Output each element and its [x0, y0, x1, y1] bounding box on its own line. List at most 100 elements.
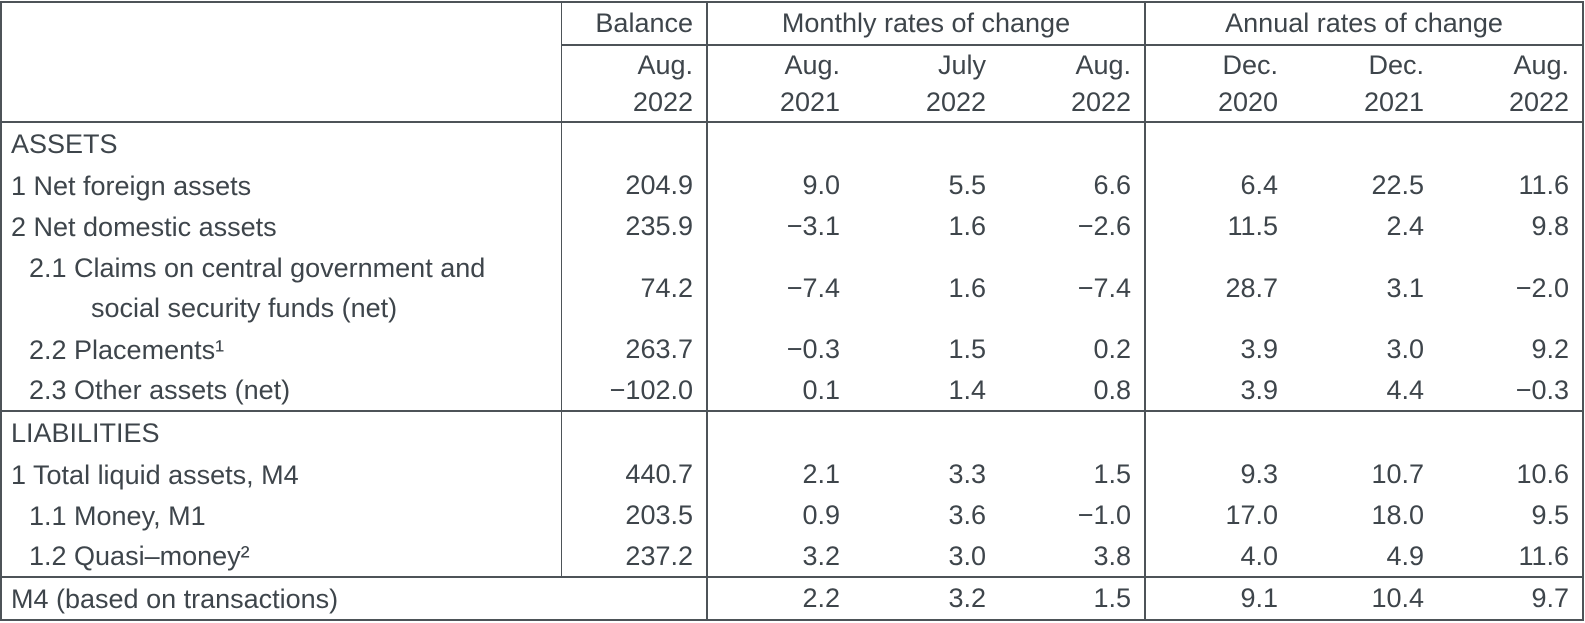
cell-value: 4.9: [1386, 540, 1425, 571]
table-row: 1.2 Quasi–money² 237.2 3.2 3.0 3.8 4.0 4.9 11.6: [1, 536, 1583, 577]
cell-value: 1.5: [999, 577, 1147, 620]
period-header-monthly-3: Aug. 2022: [999, 45, 1147, 122]
period-month: Dec.: [1368, 49, 1425, 80]
period-year: 2022: [1070, 86, 1132, 117]
period-header-monthly-2: July 2022: [853, 45, 999, 122]
period-year: 2020: [1217, 86, 1279, 117]
balance-group-header: Balance: [561, 2, 708, 46]
cell-value: 3.3: [948, 459, 986, 489]
cell-value: 235.9: [561, 206, 708, 247]
cell-value: 0.8: [999, 370, 1147, 411]
cell-value: [707, 411, 853, 454]
cell-value: [1145, 122, 1291, 165]
period-month: July: [937, 49, 986, 80]
period-month: Aug.: [637, 49, 693, 80]
cell-value: 10.7: [1371, 459, 1425, 489]
cell-value: 9.3: [1240, 459, 1279, 489]
cell-value: 263.7: [561, 329, 708, 370]
cell-value: 17.0: [1225, 500, 1279, 530]
period-month: Aug.: [1075, 49, 1132, 80]
period-header-annual-1: Dec. 2020: [1145, 45, 1291, 122]
period-header-monthly-1: Aug. 2021: [707, 45, 853, 122]
table-row: M4 (based on transactions) 2.2 3.2 1.5 9.1 10…: [1, 577, 1583, 620]
cell-value: 6.6: [999, 165, 1147, 206]
row-label: 2 Net domestic assets: [1, 206, 562, 247]
cell-value: 6.4: [1240, 170, 1279, 200]
cell-value: 1.6: [948, 211, 986, 241]
period-header-balance: Aug. 2022: [561, 45, 708, 122]
cell-value: −7.4: [786, 272, 840, 303]
period-header-annual-3: Aug. 2022: [1437, 45, 1583, 122]
cell-value: 1.5: [999, 454, 1147, 495]
cell-value: 3.8: [999, 536, 1147, 577]
cell-value: 9.2: [1531, 334, 1570, 364]
table-row: 2.3 Other assets (net) −102.0 0.1 1.4 0.8 3.9…: [1, 370, 1583, 411]
cell-value: 3.2: [802, 540, 840, 571]
assets-section: ASSETS 1 Net foreign assets 204.9 9.0 5.5 6.6…: [1, 122, 1584, 411]
annual-rates-group-header: Annual rates of change: [1145, 2, 1584, 46]
cell-value: 28.7: [1225, 272, 1279, 303]
cell-value: 440.7: [561, 454, 708, 495]
table-row: 1 Net foreign assets 204.9 9.0 5.5 6.6 6.4 22.…: [1, 165, 1583, 206]
cell-value: [1291, 122, 1437, 165]
cell-value: 9.1: [1240, 583, 1279, 613]
cell-value: [1437, 122, 1583, 165]
table-row: 2.1 Claims on central government and soci…: [1, 247, 1583, 329]
cell-value: 1.5: [948, 334, 986, 364]
cell-value: [561, 411, 708, 454]
cell-value: 11.5: [1227, 211, 1279, 241]
cell-value: 9.7: [1531, 583, 1570, 613]
cell-value: −0.3: [1515, 374, 1570, 405]
cell-value: 3.6: [948, 500, 986, 530]
cell-value: [707, 122, 853, 165]
period-month: Dec.: [1222, 49, 1279, 80]
period-year: 2022: [632, 86, 693, 117]
cell-value: 0.1: [802, 374, 840, 405]
cell-value: 11.6: [1518, 540, 1570, 571]
row-label: 1 Total liquid assets, M4: [1, 454, 562, 495]
cell-value: 2.1: [802, 459, 840, 489]
table-header: Balance Monthly rates of change Annual r…: [1, 2, 1584, 122]
row-label: M4 (based on transactions): [1, 577, 708, 620]
cell-value: 3.1: [1386, 272, 1425, 303]
row-label: 2.2 Placements¹: [1, 329, 562, 370]
m4-transactions-section: M4 (based on transactions) 2.2 3.2 1.5 9.1 10…: [1, 577, 1584, 620]
header-group-row: Balance Monthly rates of change Annual r…: [1, 2, 1584, 122]
cell-value: −1.0: [999, 495, 1147, 536]
cell-value: 237.2: [561, 536, 708, 577]
cell-value: 22.5: [1371, 170, 1425, 200]
cell-value: 204.9: [561, 165, 708, 206]
table-row: 2 Net domestic assets 235.9 −3.1 1.6 −2.6 11.…: [1, 206, 1583, 247]
cell-value: 10.6: [1516, 459, 1570, 489]
table-row: 1 Total liquid assets, M4 440.7 2.1 3.3 1.5 9…: [1, 454, 1583, 495]
cell-value: 5.5: [948, 170, 986, 200]
cell-value: 10.4: [1371, 583, 1425, 613]
cell-value: [999, 122, 1147, 165]
cell-value: [561, 122, 708, 165]
monthly-rates-group-header: Monthly rates of change: [707, 2, 1147, 46]
cell-value: 3.9: [1240, 334, 1279, 364]
cell-value: 74.2: [561, 247, 708, 329]
cell-value: [1291, 411, 1437, 454]
cell-value: 2.4: [1386, 211, 1425, 241]
cell-value: 0.2: [999, 329, 1147, 370]
cell-value: 11.6: [1518, 170, 1570, 200]
row-label: 2.1 Claims on central government and soci…: [1, 247, 562, 329]
cell-value: 9.5: [1531, 500, 1570, 530]
cell-value: −102.0: [561, 370, 708, 411]
cell-value: −2.6: [999, 206, 1147, 247]
cell-value: −2.0: [1515, 272, 1570, 303]
cell-value: [853, 411, 999, 454]
period-month: Aug.: [1513, 49, 1570, 80]
cell-value: [1145, 411, 1291, 454]
period-month: Aug.: [784, 49, 840, 80]
section-header-row: LIABILITIES: [1, 411, 1583, 454]
row-label-line: 2.1 Claims on central government and: [29, 253, 486, 283]
cell-value: [1437, 411, 1583, 454]
cell-value: 3.0: [1386, 334, 1425, 364]
table-row: 2.2 Placements¹ 263.7 −0.3 1.5 0.2 3.9 3.0 9.2: [1, 329, 1583, 370]
header-period-row: Aug. 2022 Aug. 2021 July 2022 Aug. 2022 …: [1, 45, 1583, 122]
cell-value: 3.2: [948, 583, 986, 613]
cell-value: 1.4: [948, 374, 986, 405]
